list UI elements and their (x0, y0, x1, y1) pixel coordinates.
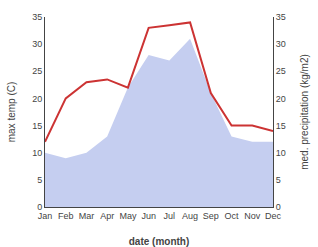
svg-text:Sep: Sep (203, 211, 219, 221)
svg-text:Apr: Apr (100, 211, 114, 221)
svg-text:Aug: Aug (182, 211, 198, 221)
svg-text:May: May (119, 211, 137, 221)
svg-text:20: 20 (32, 94, 42, 104)
svg-text:Jan: Jan (38, 211, 53, 221)
svg-text:35: 35 (32, 12, 42, 22)
svg-text:date (month): date (month) (129, 236, 190, 247)
svg-text:20: 20 (276, 94, 286, 104)
svg-text:30: 30 (32, 39, 42, 49)
svg-text:0: 0 (276, 202, 281, 212)
svg-text:15: 15 (276, 121, 286, 131)
svg-text:med. precipitation (kg/m2): med. precipitation (kg/m2) (299, 54, 310, 170)
svg-text:15: 15 (32, 121, 42, 131)
svg-text:10: 10 (32, 148, 42, 158)
svg-text:5: 5 (276, 175, 281, 185)
svg-text:25: 25 (276, 66, 286, 76)
svg-text:Jul: Jul (164, 211, 176, 221)
svg-text:Jun: Jun (141, 211, 156, 221)
svg-text:Feb: Feb (58, 211, 74, 221)
svg-text:30: 30 (276, 39, 286, 49)
svg-text:10: 10 (276, 148, 286, 158)
svg-text:35: 35 (276, 12, 286, 22)
svg-text:25: 25 (32, 66, 42, 76)
svg-text:Dec: Dec (265, 211, 282, 221)
svg-text:5: 5 (37, 175, 42, 185)
svg-text:Nov: Nov (244, 211, 261, 221)
svg-text:0: 0 (37, 202, 42, 212)
svg-text:max temp (C): max temp (C) (6, 82, 17, 143)
svg-text:Mar: Mar (79, 211, 95, 221)
svg-text:Oct: Oct (225, 211, 240, 221)
